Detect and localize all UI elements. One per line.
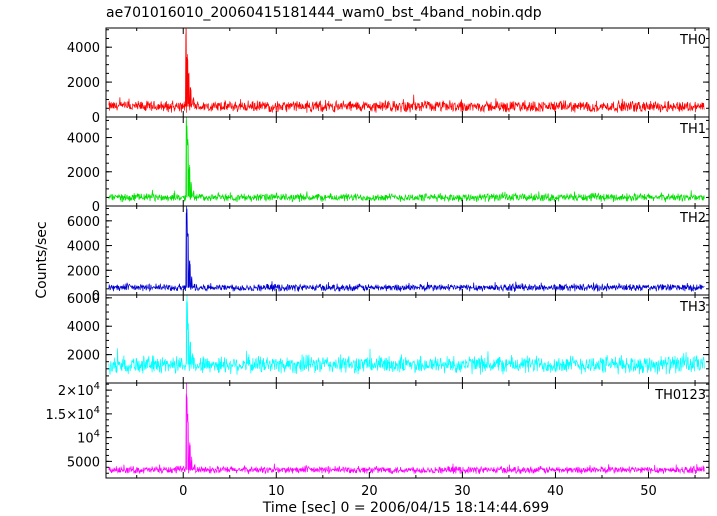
x-tick-label: 50	[640, 484, 657, 499]
y-tick-label: 2000	[67, 264, 100, 279]
y-tick-label: 4000	[67, 41, 100, 56]
x-tick-label: 30	[454, 484, 471, 499]
y-tick-label: 4000	[67, 240, 100, 255]
series-line-th2	[108, 206, 705, 292]
panel-frame	[105, 205, 710, 296]
y-tick-label: 2000	[67, 349, 100, 364]
panel-label-th3: TH3	[679, 300, 706, 315]
panel-frame	[105, 116, 710, 207]
x-tick-label: 10	[268, 484, 285, 499]
panel-th3: 2000 4000 6000 TH3	[67, 292, 710, 384]
y-tick-label: 6000	[67, 292, 100, 307]
y-tick-label: 6000	[67, 215, 100, 230]
x-axis: 0 10 20 30 40 50	[179, 484, 657, 499]
y-tick-label: 0	[92, 111, 100, 126]
x-tick-label: 20	[361, 484, 378, 499]
panel-label-th1: TH1	[679, 122, 706, 137]
chart-panels: 0 2000 4000 TH0 0 2000 4000 TH1 0 2000 4000 6000 TH2…	[46, 27, 710, 479]
y-tick-label: 2000	[67, 76, 100, 91]
panel-th0: 0 2000 4000 TH0	[67, 27, 710, 126]
series-line-th0	[108, 28, 705, 113]
series-line-th3	[108, 295, 705, 375]
y-tick-label: 104	[77, 429, 100, 447]
y-tick-label: 4000	[67, 132, 100, 147]
y-tick-label: 4000	[67, 320, 100, 335]
series-line-th0123	[108, 383, 705, 475]
x-axis-label: Time [sec] 0 = 2006/04/15 18:14:44.699	[262, 500, 549, 516]
y-axis-label: Counts/sec	[34, 221, 50, 298]
panel-frame	[105, 382, 710, 479]
panel-label-th0123: TH0123	[654, 388, 706, 403]
panel-label-th0: TH0	[679, 33, 706, 48]
y-tick-label: 2000	[67, 166, 100, 181]
panel-th2: 0 2000 4000 6000 TH2	[67, 205, 710, 304]
x-tick-label: 40	[547, 484, 564, 499]
panel-th1: 0 2000 4000 TH1	[67, 116, 710, 215]
panel-label-th2: TH2	[679, 211, 706, 226]
y-tick-label: 0	[92, 200, 100, 215]
y-tick-label: 0	[92, 289, 100, 304]
panel-th0123: 5000 104 1.5×104 2×104 TH0123	[46, 381, 710, 479]
chart-title: ae701016010_20060415181444_wam0_bst_4ban…	[106, 5, 542, 21]
x-tick-label: 0	[179, 484, 187, 499]
series-line-th1	[108, 117, 705, 203]
y-tick-label: 1.5×104	[46, 405, 100, 423]
y-tick-label: 5000	[67, 455, 100, 470]
y-tick-label: 2×104	[58, 381, 100, 399]
